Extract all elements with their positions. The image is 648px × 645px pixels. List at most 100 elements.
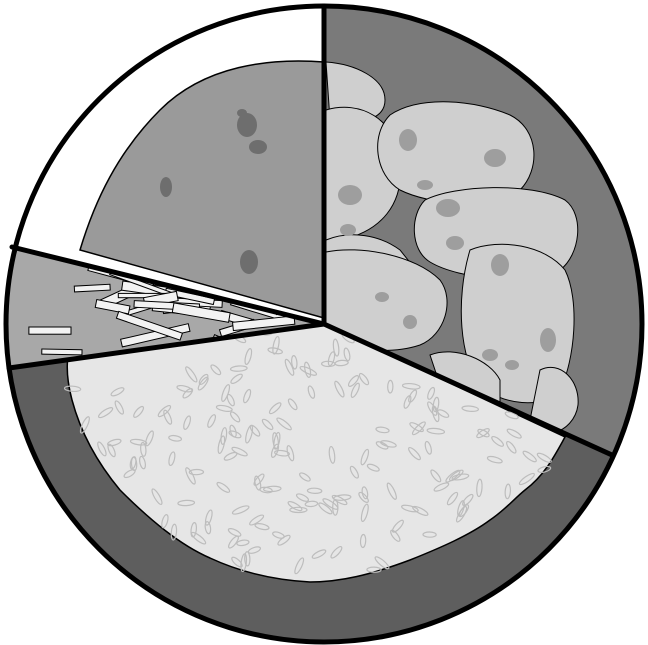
shred xyxy=(28,326,72,335)
rice-grain xyxy=(236,539,250,547)
rice-grain xyxy=(448,469,464,482)
rice-grain xyxy=(427,386,436,400)
rice-grain xyxy=(129,438,148,446)
potato-spot xyxy=(340,224,356,236)
rice-grain xyxy=(401,382,421,390)
divider-left-upper xyxy=(9,244,327,327)
rice-grain xyxy=(168,451,176,467)
rice-grain xyxy=(138,455,147,470)
rice-grain xyxy=(294,557,305,575)
rice-grain xyxy=(374,556,390,570)
divider-right xyxy=(321,321,615,458)
shred xyxy=(115,310,184,341)
rice-grain xyxy=(289,506,308,514)
shred xyxy=(171,302,231,323)
rice-grain xyxy=(188,468,205,476)
rice-grain xyxy=(231,446,248,457)
rice-grain xyxy=(330,546,343,559)
rice-grain xyxy=(437,409,450,418)
rice-grain xyxy=(229,365,248,372)
rice-grain xyxy=(306,487,323,495)
potato-spot xyxy=(482,349,498,361)
rice-grain xyxy=(204,521,212,535)
rice-grain xyxy=(409,422,424,433)
rice-grain xyxy=(295,493,310,502)
rice-grain xyxy=(79,416,90,434)
potato-spot xyxy=(436,199,460,217)
rice-grain xyxy=(243,388,252,404)
rice-grain xyxy=(331,494,348,506)
plate-outline xyxy=(3,3,645,645)
rice-grain xyxy=(253,473,265,486)
rice-grain xyxy=(276,417,292,431)
rice-grain xyxy=(244,348,253,365)
rice-grain xyxy=(430,469,442,483)
rice-grain xyxy=(307,385,316,399)
rice-grain xyxy=(168,434,183,442)
rice-grain xyxy=(230,373,243,384)
rice-grain xyxy=(422,531,437,538)
rice-grain xyxy=(217,435,226,454)
rice-grain xyxy=(462,493,474,506)
rice-grain xyxy=(366,463,380,472)
rice-grain xyxy=(491,435,505,447)
rice-grain xyxy=(427,401,438,416)
rice-grain xyxy=(215,404,233,412)
rice-grain xyxy=(361,486,369,500)
rice-grain xyxy=(343,347,351,362)
rice-grain xyxy=(299,365,318,376)
rice-grain xyxy=(408,446,421,461)
rice-grain xyxy=(185,366,198,383)
rice-grain xyxy=(247,546,262,554)
rice-grain xyxy=(161,514,169,529)
rice-grain xyxy=(390,529,401,542)
shred xyxy=(73,283,111,293)
rice-grain xyxy=(311,549,327,559)
rice-grain xyxy=(183,415,192,430)
rice-grain xyxy=(291,355,298,370)
rice-grain xyxy=(506,440,517,454)
rice-grain xyxy=(204,509,213,526)
rice-grain xyxy=(261,418,274,431)
potato-spot xyxy=(338,185,362,205)
rice-grain xyxy=(287,398,298,411)
rice-grain xyxy=(97,441,107,457)
rice-grain xyxy=(145,430,154,447)
rice-grain xyxy=(461,405,479,412)
rice-grain xyxy=(207,414,217,428)
rice-grain xyxy=(504,483,512,500)
rice-grain xyxy=(536,452,552,463)
potato-spot xyxy=(484,149,506,167)
rice-grain xyxy=(334,380,345,398)
potato-spot xyxy=(540,328,556,352)
rice-grain xyxy=(506,428,522,439)
rice-grain xyxy=(322,498,339,510)
rice-grain xyxy=(220,427,228,445)
rice-grain xyxy=(477,428,490,438)
rice-grain xyxy=(133,405,145,418)
rice-grain xyxy=(476,428,490,439)
rice-grain xyxy=(391,519,404,533)
rice-grain xyxy=(327,351,336,367)
rice-grain xyxy=(221,384,231,402)
rice-grain xyxy=(347,375,360,387)
meat-spot xyxy=(160,177,172,197)
rice-grain xyxy=(223,451,238,461)
potato-spot xyxy=(505,360,519,370)
rice-grain xyxy=(537,465,552,473)
rice-grain xyxy=(304,500,319,508)
rice-grains xyxy=(63,328,552,575)
rice-grain xyxy=(272,335,280,355)
rice-grain xyxy=(328,445,336,464)
rice-grain xyxy=(231,505,250,515)
rice-grain xyxy=(349,465,359,479)
rice-grain xyxy=(522,450,537,463)
rice-grain xyxy=(182,388,194,399)
rice-grain xyxy=(504,411,519,420)
rice-grain xyxy=(254,523,270,531)
rice-grain xyxy=(130,456,138,472)
rice-grain xyxy=(107,443,116,458)
rice-grain xyxy=(177,499,196,507)
meat-spot xyxy=(237,109,247,117)
